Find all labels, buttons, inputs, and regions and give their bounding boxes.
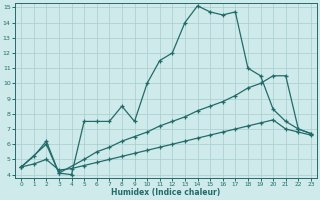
X-axis label: Humidex (Indice chaleur): Humidex (Indice chaleur) [111,188,221,197]
